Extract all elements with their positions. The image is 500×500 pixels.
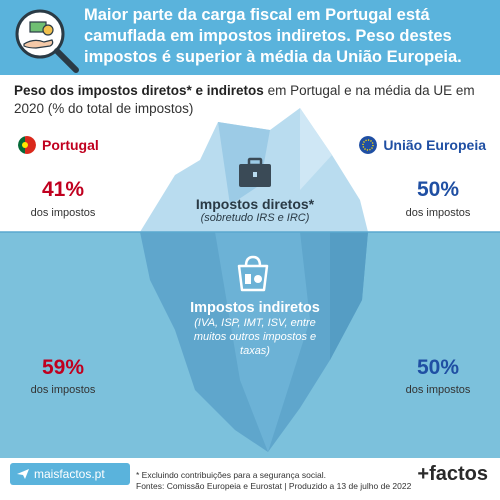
indirect-taxes-title: Impostos indiretos [190,300,320,316]
subtitle-bold: Peso dos impostos diretos* e indiretos [14,83,264,98]
briefcase-icon [239,157,271,187]
header-banner: Maior parte da carga fiscal em Portugal … [0,0,500,75]
site-link[interactable]: maisfactos.pt [10,463,130,485]
direct-taxes-subtitle: (sobretudo IRS e IRC) [200,212,310,224]
site-link-text: maisfactos.pt [34,467,105,481]
subtitle-rest: em Portugal e na média da UE em 2020 (% … [14,83,475,116]
eu-indirect-pct: 50% [416,356,460,379]
portugal-indirect-label: dos impostos [30,384,96,396]
indirect-taxes-subtitle-1: (IVA, ISP, IMT, ISV, entre [194,317,316,329]
indirect-taxes-subtitle-2: muitos outros impostos e [193,331,317,343]
eu-indirect-label: dos impostos [405,384,471,396]
indirect-taxes-label: Impostos indiretos (IVA, ISP, IMT, ISV, … [170,300,340,358]
magnifier-money-icon [15,9,79,73]
footnote-line-2: Fontes: Comissão Europeia e Eurostat | P… [136,481,412,491]
direct-taxes-title: Impostos diretos* [195,196,315,212]
portugal-indirect-pct: 59% [41,356,85,379]
portugal-label: Portugal [42,137,99,153]
eu-direct-pct: 50% [416,178,460,201]
country-label-eu: União Europeia [359,136,486,154]
country-label-portugal: Portugal [18,136,99,154]
eu-flag-icon [359,136,378,154]
plane-icon [17,469,29,479]
portugal-direct-label: dos impostos [30,207,96,219]
portugal-flag-icon [18,136,36,154]
footnote-line-1: * Excluindo contribuições para a seguran… [136,470,326,480]
chart-subtitle: Peso dos impostos diretos* e indiretos e… [14,82,484,118]
direct-taxes-label: Impostos diretos* (sobretudo IRS e IRC) [185,196,325,224]
shopping-bag-icon [237,255,269,292]
brand-logo: +factos [417,463,488,485]
portugal-direct-pct: 41% [41,178,85,201]
eu-label: União Europeia [383,137,486,153]
footnote: * Excluindo contribuições para a seguran… [136,470,411,492]
indirect-taxes-subtitle-3: taxas) [240,345,270,357]
eu-direct-label: dos impostos [405,207,471,219]
header-title: Maior parte da carga fiscal em Portugal … [84,6,462,66]
